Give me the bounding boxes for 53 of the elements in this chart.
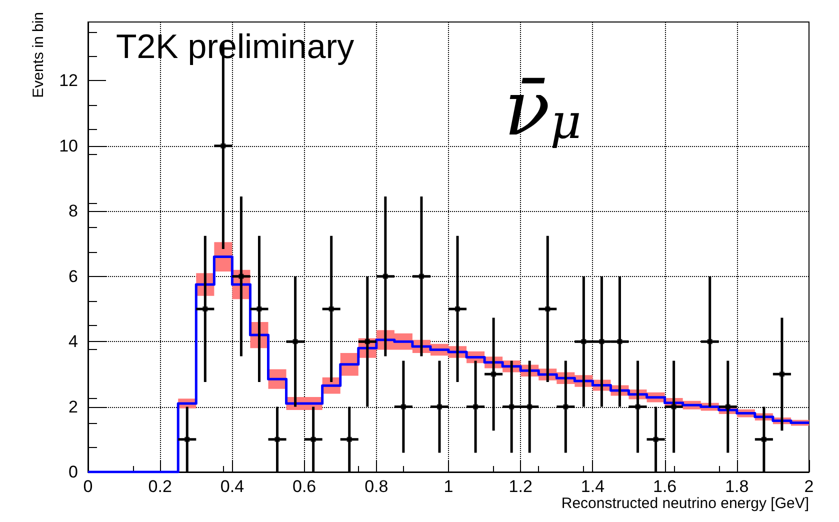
point: [292, 339, 298, 344]
y-axis-title: Events in bin: [30, 12, 47, 98]
point: [563, 404, 568, 410]
point: [436, 404, 442, 410]
x-tick-label: 1.8: [725, 477, 749, 496]
point: [364, 339, 370, 344]
x-tick-label: 0.2: [148, 477, 172, 496]
x-tick-label: 0.6: [292, 477, 316, 496]
y-tick-label: 10: [59, 136, 78, 156]
point: [707, 339, 712, 344]
point: [725, 404, 730, 410]
x-tick-label: 1.4: [580, 477, 605, 496]
point: [491, 372, 496, 377]
point: [328, 306, 334, 312]
point: [274, 436, 280, 442]
point: [779, 372, 784, 377]
point: [400, 404, 406, 410]
x-axis-title: Reconstructed neutrino energy [GeV]: [561, 495, 809, 512]
y-tick-label: 12: [59, 71, 78, 90]
annotation: ν̄μ: [504, 64, 582, 152]
point: [473, 404, 478, 410]
point: [418, 274, 424, 279]
point: [184, 436, 190, 442]
y-tick-label: 6: [68, 266, 78, 286]
point: [256, 306, 262, 312]
x-tick-label: 1: [444, 477, 454, 496]
x-tick-label: 0.8: [364, 477, 388, 496]
point: [310, 436, 316, 442]
y-tick-label: 8: [68, 202, 78, 221]
point: [581, 339, 586, 344]
point: [509, 404, 514, 410]
point: [527, 404, 532, 410]
y-tick-label: 4: [68, 332, 78, 352]
x-tick-label: 1.6: [652, 477, 677, 496]
x-tick-label: 0: [83, 477, 93, 496]
point: [346, 436, 352, 442]
point: [545, 306, 550, 312]
point: [635, 404, 640, 410]
x-tick-label: 0.4: [220, 477, 244, 496]
x-tick-label: 2: [804, 477, 814, 496]
point: [671, 404, 676, 410]
point: [455, 306, 460, 312]
point: [238, 274, 244, 279]
x-tick-label: 1.2: [508, 477, 532, 496]
point: [202, 306, 208, 312]
y-tick-label: 0: [68, 462, 78, 482]
point: [617, 339, 622, 344]
point: [653, 436, 658, 442]
point: [220, 143, 226, 148]
y-tick-label: 2: [68, 397, 78, 416]
point: [599, 339, 604, 344]
point: [761, 436, 766, 442]
point: [382, 274, 388, 279]
